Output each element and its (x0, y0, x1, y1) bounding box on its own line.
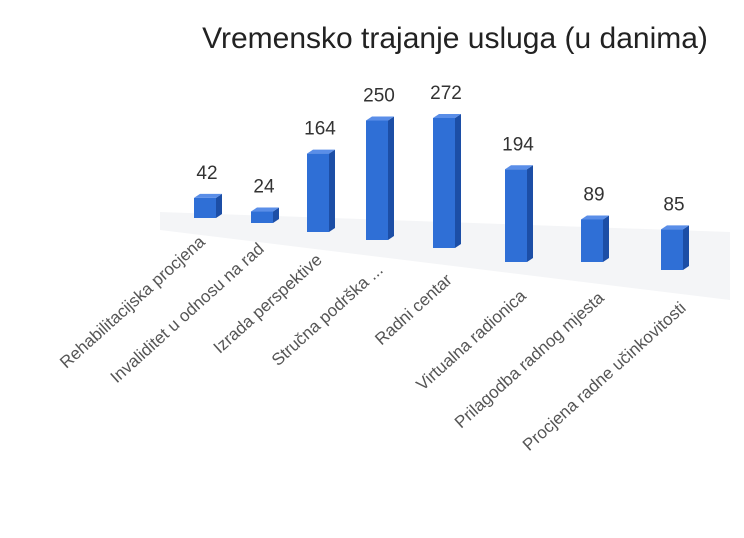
bar-top (661, 225, 689, 230)
bar (433, 118, 455, 248)
bar-side (329, 149, 335, 232)
bar-top (194, 193, 222, 198)
bar (366, 120, 388, 240)
bar-side (388, 116, 394, 240)
bar-side (683, 225, 689, 270)
value-label: 250 (363, 86, 395, 107)
bar-side (273, 207, 279, 223)
category-label: Radni centar (371, 270, 456, 349)
bar-side (216, 193, 222, 218)
bar-side (455, 114, 461, 248)
bar (307, 153, 329, 232)
value-label: 24 (253, 177, 275, 198)
bar-top (433, 114, 461, 118)
value-label: 42 (196, 163, 217, 184)
value-label: 272 (430, 83, 462, 104)
value-label: 194 (502, 134, 534, 155)
bar-top (505, 165, 533, 170)
bar (661, 229, 683, 270)
chart-title: Vremensko trajanje usluga (u danima) (202, 22, 708, 55)
bar-top (251, 207, 279, 212)
value-label: 164 (304, 119, 336, 140)
bar-top (581, 215, 609, 220)
bar-side (527, 165, 533, 262)
bar (194, 197, 216, 218)
bar-top (307, 149, 335, 154)
value-label: 89 (583, 184, 604, 205)
bar (505, 169, 527, 262)
bar (581, 219, 603, 262)
category-label: Procjena radne učinkovitosti (519, 298, 690, 454)
bar-top (366, 116, 394, 121)
bar (251, 211, 273, 223)
bar-side (603, 215, 609, 262)
category-label: Prilagodba radnog mjesta (451, 288, 608, 432)
value-label: 85 (663, 194, 684, 215)
